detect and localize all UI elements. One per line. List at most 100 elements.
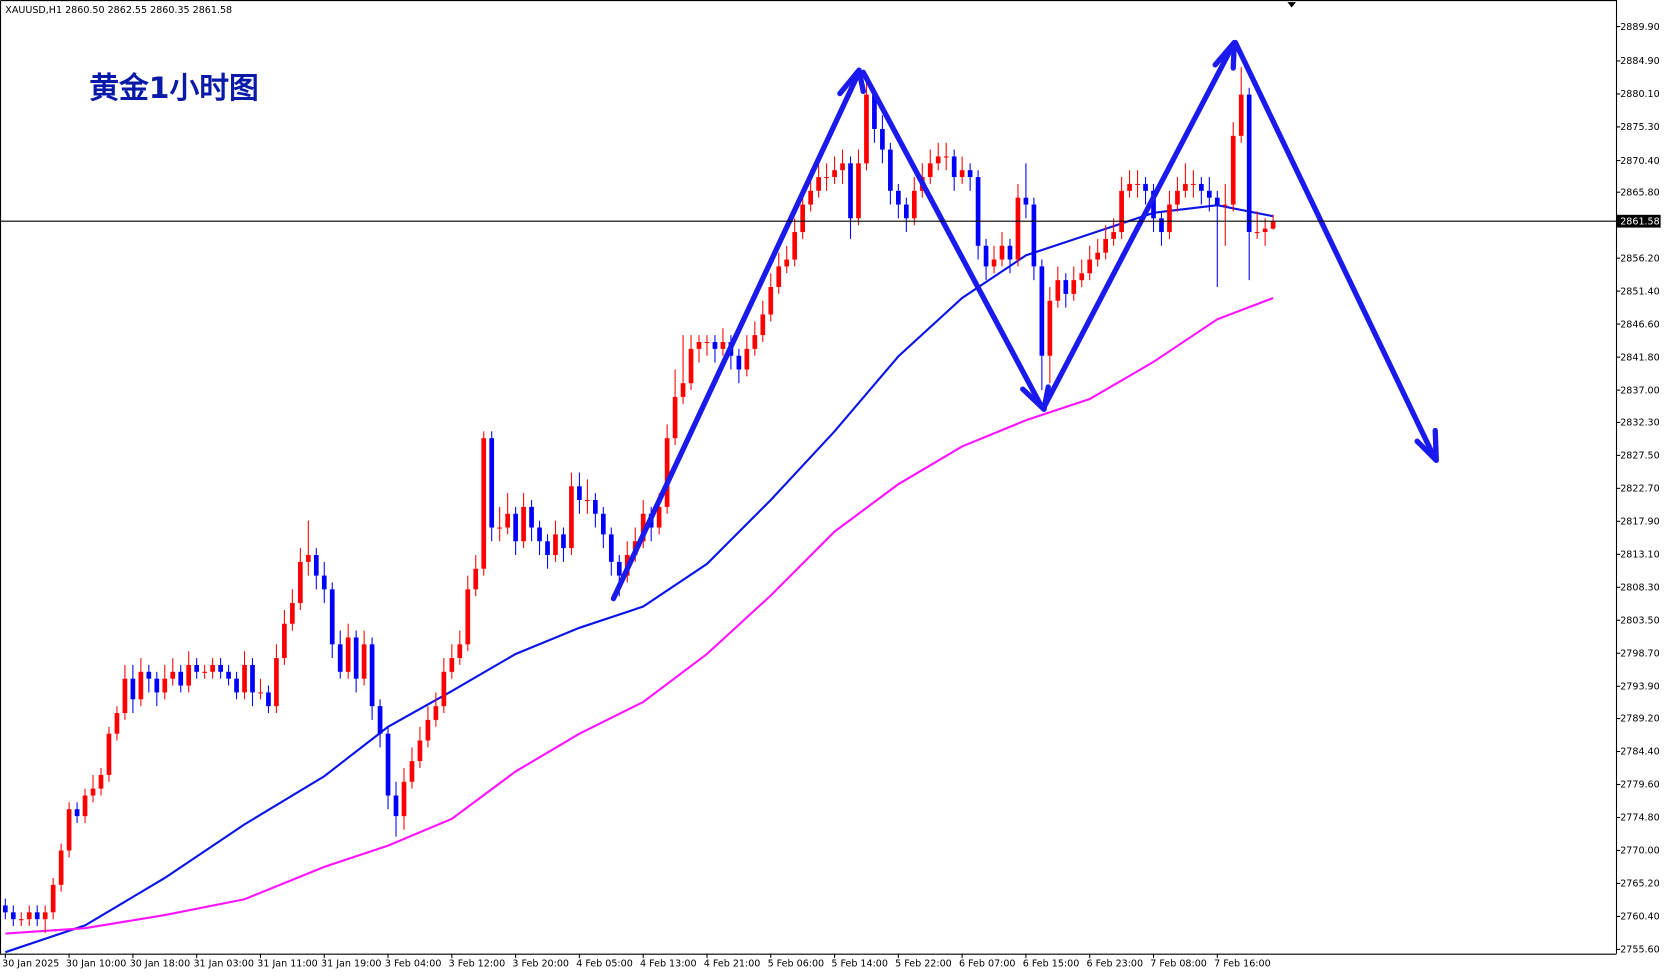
candle-body [832,170,837,178]
candle-body [848,163,853,219]
candle-body [1135,183,1140,186]
y-tick-label: 2856.20 [1620,253,1659,264]
candle-body [776,266,782,288]
candle-body [290,603,295,624]
candle-body [1214,197,1220,205]
candle-body [561,534,566,549]
candle-body [872,94,877,129]
x-tick-label: 6 Feb 07:00 [959,958,1016,969]
candle-body [1095,252,1101,260]
candle-body [1127,183,1132,191]
candle-body [967,170,973,178]
x-tick-label: 30 Jan 18:00 [130,958,190,969]
candle-body [2,905,8,913]
x-tick-label: 4 Feb 05:00 [576,958,633,969]
candle-body [34,912,40,920]
x-tick-label: 6 Feb 23:00 [1087,958,1144,969]
candle-body [50,884,56,913]
candle-body [282,623,287,659]
candle-body [154,678,160,693]
candle-body [138,671,144,700]
candle-body [106,733,112,775]
candle-body [896,190,901,205]
y-tick-label: 2889.90 [1620,22,1659,33]
candle-body [361,644,367,679]
candle-body [640,513,646,542]
candle-body [672,396,678,439]
candle-body [616,561,622,576]
candle-body [704,341,710,344]
x-tick-label: 7 Feb 16:00 [1214,958,1271,969]
x-tick-label: 30 Jan 2025 [2,958,59,969]
candle-body [1007,245,1013,260]
candle-body [401,781,407,817]
candle-body [305,554,311,562]
candle-body [457,644,463,659]
candle-body [864,94,869,164]
x-tick-label: 31 Jan 11:00 [257,958,317,969]
candle-body [194,664,200,672]
y-tick-label: 2822.70 [1620,484,1659,495]
candle-body [433,706,439,720]
candle-body [1055,280,1061,301]
candle-body [1047,300,1053,356]
x-tick-label: 5 Feb 14:00 [831,958,888,969]
candle-body [553,534,558,555]
candle-body [600,513,606,535]
candle-body [656,506,662,528]
y-tick-label: 2865.80 [1620,187,1659,198]
candle-body [513,513,518,542]
annotation: 黄金1小时图 [89,71,258,106]
moving-average [4,204,1274,954]
candle-body [178,671,184,686]
x-tick-label: 6 Feb 15:00 [1023,958,1080,969]
candle-body [888,149,893,191]
candle-body [608,534,614,562]
x-tick-label: 3 Feb 04:00 [385,958,442,969]
candle-body [784,259,790,267]
arrow-down [860,69,1045,410]
candle-body [856,163,861,219]
candle-body [712,341,718,349]
candle-body [529,506,534,528]
candle-body [880,128,885,150]
y-tick-label: 2884.90 [1620,56,1659,67]
y-tick-label: 2789.20 [1620,714,1659,725]
candle-body [202,671,207,673]
candle-body [353,637,359,679]
candle-body [377,706,383,734]
x-tick-label: 5 Feb 22:00 [895,958,952,969]
candle-body [824,177,829,179]
candle-body [258,692,263,694]
candle-body [417,740,423,762]
candle-body [162,678,168,693]
y-tick-label: 2832.30 [1620,418,1659,429]
candle-body [975,177,981,246]
candle-body [82,795,88,817]
candle-body [425,719,431,741]
y-tick-label: 2875.30 [1620,122,1659,133]
x-tick-label: 7 Feb 08:00 [1150,958,1207,969]
candle-body [1191,183,1196,186]
candle-body [1270,221,1276,229]
candle-body [234,678,239,693]
chart-title: XAUUSD,H1 2860.50 2862.55 2860.35 2861.5… [5,5,232,16]
arrow-head [1414,427,1439,464]
candle-body [505,513,510,528]
candle-body [98,774,104,789]
x-tick-label: 3 Feb 20:00 [512,958,569,969]
candle-body [1151,190,1156,219]
y-tick-label: 2808.30 [1620,582,1659,593]
candle-body [792,232,798,260]
candle-body [943,156,949,158]
y-tick-label: 2813.10 [1620,550,1659,561]
candle-body [911,190,917,219]
y-tick-label: 2803.50 [1620,615,1659,626]
candle-body [1111,232,1116,239]
candle-body [329,589,335,645]
candle-body [664,438,670,507]
candle-body [26,912,32,920]
candle-body [1246,94,1252,233]
arrow-up [1041,41,1236,410]
candle-body [42,912,48,920]
